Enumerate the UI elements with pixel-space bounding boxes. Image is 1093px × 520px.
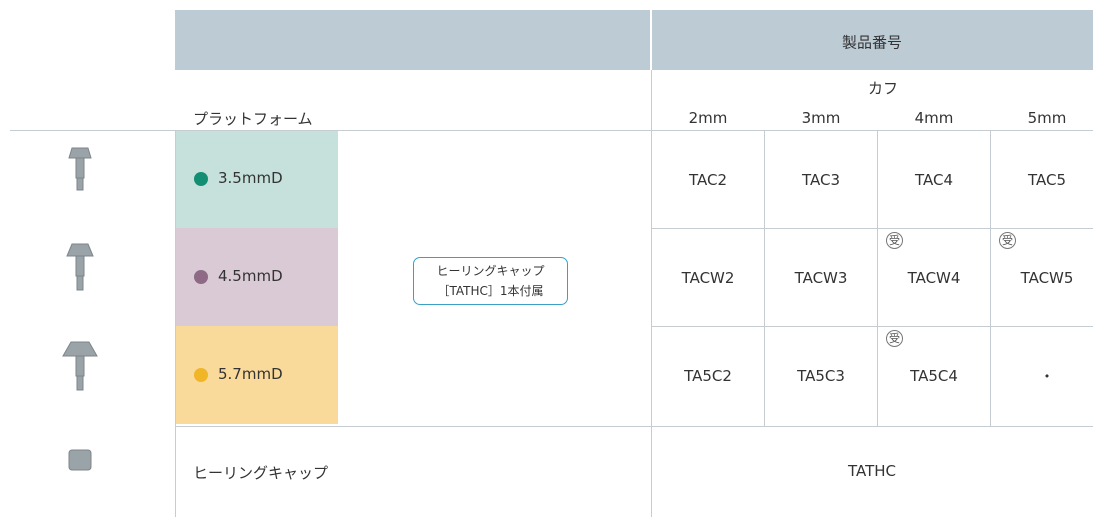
header-divider (650, 10, 652, 70)
note-callout: ヒーリングキャップ ［TATHC］1本付属 (413, 257, 568, 305)
rule-line (10, 130, 1093, 131)
cuff-size: 4mm (914, 109, 954, 127)
rule-line (651, 228, 1093, 229)
cuff-heading: カフ (867, 79, 899, 98)
stamp-mark: 受 (886, 232, 903, 249)
product-code: TA5C2 (684, 367, 732, 385)
healing-cap-label: ヒーリングキャップ (193, 464, 329, 482)
cuff-size: 2mm (688, 109, 728, 127)
product-code: TAC2 (688, 171, 728, 189)
platform-label: 3.5mmD (218, 169, 283, 187)
platform-label: 4.5mmD (218, 267, 283, 285)
product-code: TACW3 (794, 269, 848, 287)
healing-cap-code: TATHC (847, 462, 897, 480)
cuff-size: 5mm (1027, 109, 1067, 127)
product-code: TAC3 (801, 171, 841, 189)
product-code: TAC4 (914, 171, 954, 189)
stamp-mark: 受 (999, 232, 1016, 249)
stamp-mark: 受 (886, 330, 903, 347)
header-band (175, 10, 1093, 70)
rule-line (651, 70, 652, 517)
platform-dot (194, 172, 208, 186)
platform-dot (194, 270, 208, 284)
cuff-size: 3mm (801, 109, 841, 127)
rule-line (877, 130, 878, 426)
product-code: TACW5 (1020, 269, 1074, 287)
rule-line (175, 426, 1093, 427)
note-line: ヒーリングキャップ (436, 264, 545, 278)
note-line: ［TATHC］1本付属 (437, 284, 544, 298)
product-images (62, 147, 98, 471)
product-code: ・ (1039, 367, 1055, 386)
product-code: TA5C4 (910, 367, 958, 385)
rule-line (175, 130, 176, 517)
product-number-heading: 製品番号 (841, 33, 903, 52)
platform-heading: プラットフォーム (193, 110, 313, 128)
platform-label: 5.7mmD (218, 365, 283, 383)
product-code: TAC5 (1027, 171, 1067, 189)
rule-line (764, 130, 765, 426)
product-code: TA5C3 (797, 367, 845, 385)
rule-line (651, 326, 1093, 327)
product-code: TACW2 (681, 269, 735, 287)
rule-line (990, 130, 991, 426)
product-code: TACW4 (907, 269, 961, 287)
platform-dot (194, 368, 208, 382)
